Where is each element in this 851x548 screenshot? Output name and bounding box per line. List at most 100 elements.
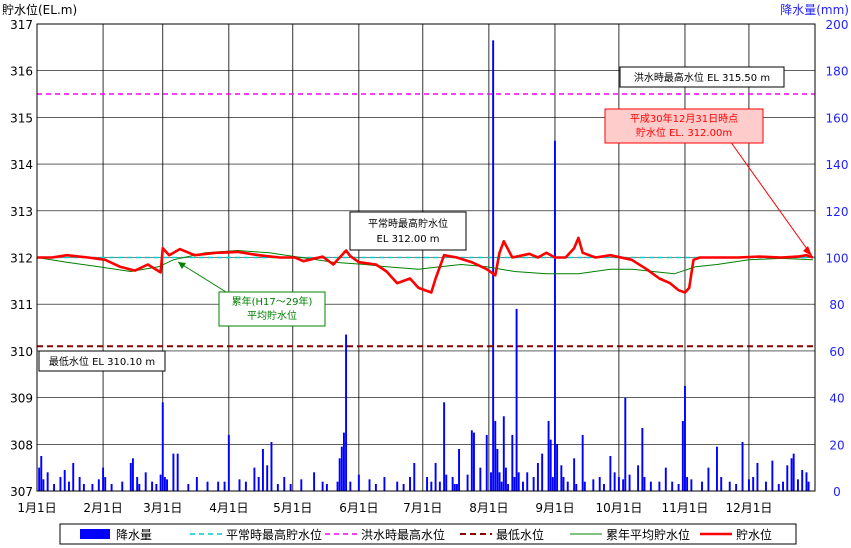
rainfall-bar	[144, 472, 147, 491]
left-tick-label: 309	[10, 392, 33, 406]
rainfall-bar	[78, 476, 81, 491]
x-tick-label: 9月1日	[535, 501, 574, 515]
rainfall-bar	[500, 481, 503, 491]
rainfall-bar	[300, 479, 303, 491]
rainfall-bar	[790, 458, 793, 491]
rainfall-bar	[796, 479, 799, 491]
rainfall-bar	[741, 441, 744, 491]
rainfall-bar	[276, 483, 279, 491]
rainfall-bar	[396, 481, 399, 491]
right-tick-label: 200	[826, 18, 849, 32]
rainfall-bar	[151, 481, 154, 491]
rainfall-bar	[40, 455, 43, 491]
rainfall-bar	[217, 481, 220, 491]
left-tick-label: 310	[10, 345, 33, 359]
rainfall-bar	[690, 479, 693, 491]
rainfall-bar	[110, 483, 113, 491]
legend-label: 降水量	[116, 528, 152, 542]
left-axis-ticks: 307 308 309 310 311 312 313 314 315 316 317	[10, 18, 33, 499]
right-tick-label: 180	[826, 65, 849, 79]
normal-annotation: 平常時最高貯水位 EL 312.00 m	[349, 211, 467, 251]
rainfall-bar	[223, 481, 226, 491]
x-tick-label: 4月1日	[209, 501, 248, 515]
rainfall-bar	[46, 472, 49, 491]
rainfall-bar	[649, 481, 652, 491]
rainfall-bar	[336, 481, 339, 491]
rainfall-bar	[430, 481, 433, 491]
rainfall-bar	[628, 474, 631, 491]
rainfall-bar	[374, 483, 377, 491]
x-tick-label: 10月1日	[595, 501, 642, 515]
rainfall-bar	[163, 476, 166, 491]
rainfall-bar	[684, 385, 686, 491]
rainfall-bar	[786, 465, 789, 491]
legend-label: 貯水位	[736, 527, 772, 542]
rainfall-bar	[38, 467, 41, 491]
rainfall-bar	[658, 481, 661, 491]
rainfall-bar	[592, 479, 595, 491]
legend-label: 最低水位	[496, 527, 544, 542]
left-tick-label: 314	[10, 158, 33, 172]
rainfall-bar	[445, 474, 448, 491]
left-tick-label: 313	[10, 205, 33, 219]
rainfall-bar	[573, 458, 576, 491]
rainfall-bar	[434, 462, 437, 491]
rainfall-bar	[566, 481, 569, 491]
right-tick-label: 160	[826, 111, 849, 125]
right-tick-label: 140	[826, 158, 849, 172]
rainfall-bar	[490, 472, 492, 491]
rainfall-bar	[511, 434, 514, 491]
right-tick-label: 20	[829, 438, 844, 452]
legend-label: 平常時最高貯水位	[226, 527, 322, 542]
level-lines	[36, 236, 814, 294]
rainfall-bar	[131, 458, 134, 491]
rainfall-bar	[102, 467, 105, 491]
svg-text:貯水位 EL. 312.00m: 貯水位 EL. 312.00m	[636, 126, 732, 139]
rainfall-bar	[166, 479, 168, 491]
rainfall-bar	[342, 432, 345, 491]
rainfall-bar	[172, 453, 175, 491]
rainfall-bar	[253, 467, 256, 491]
rainfall-bar	[244, 481, 247, 491]
right-tick-label: 60	[829, 345, 844, 359]
rainfall-bar	[485, 434, 488, 491]
rainfall-bar	[187, 483, 190, 491]
rainfall-bar	[458, 448, 460, 491]
svg-text:平均貯水位: 平均貯水位	[247, 309, 297, 322]
rainfall-bar	[782, 481, 784, 491]
rainfall-bar	[747, 479, 750, 491]
rainfall-bar	[91, 483, 94, 491]
rainfall-bar	[622, 479, 625, 491]
rainfall-bar	[72, 462, 75, 491]
rainfall-bar	[556, 444, 559, 491]
rainfall-bar	[138, 483, 141, 491]
rainfall-bar	[289, 483, 292, 491]
rainfall-bar	[603, 483, 605, 491]
rainfall-bar	[715, 446, 718, 491]
left-tick-label: 311	[10, 298, 33, 312]
x-tick-label: 1月1日	[17, 501, 56, 515]
x-tick-label: 6月1日	[339, 501, 378, 515]
left-tick-label: 316	[10, 65, 33, 79]
x-tick-label: 2月1日	[83, 501, 122, 515]
rainfall-bar	[681, 420, 684, 491]
rainfall-bar	[227, 434, 230, 491]
rainfall-bar	[257, 476, 260, 491]
rainfall-bar	[507, 483, 510, 491]
rainfall-bar	[771, 460, 774, 491]
rainfall-bar	[541, 453, 544, 491]
rainfall-bar	[517, 472, 520, 491]
rainfall-bar	[752, 476, 755, 491]
rainfall-bar	[575, 483, 578, 491]
rainfall-bar	[368, 479, 371, 491]
x-axis-ticks: 1月1日 2月1日 3月1日 4月1日 5月1日 6月1日 7月1日 8月1日 9月1日 10月1…	[17, 501, 772, 515]
rainfall-bar	[42, 479, 45, 491]
rainfall-bar	[104, 476, 107, 491]
rainfall-bar	[664, 467, 667, 491]
right-tick-label: 100	[826, 252, 849, 266]
rainfall-bar	[502, 416, 505, 491]
left-tick-label: 312	[10, 252, 33, 266]
x-tick-label: 7月1日	[403, 501, 442, 515]
rainfall-bar	[492, 40, 495, 491]
